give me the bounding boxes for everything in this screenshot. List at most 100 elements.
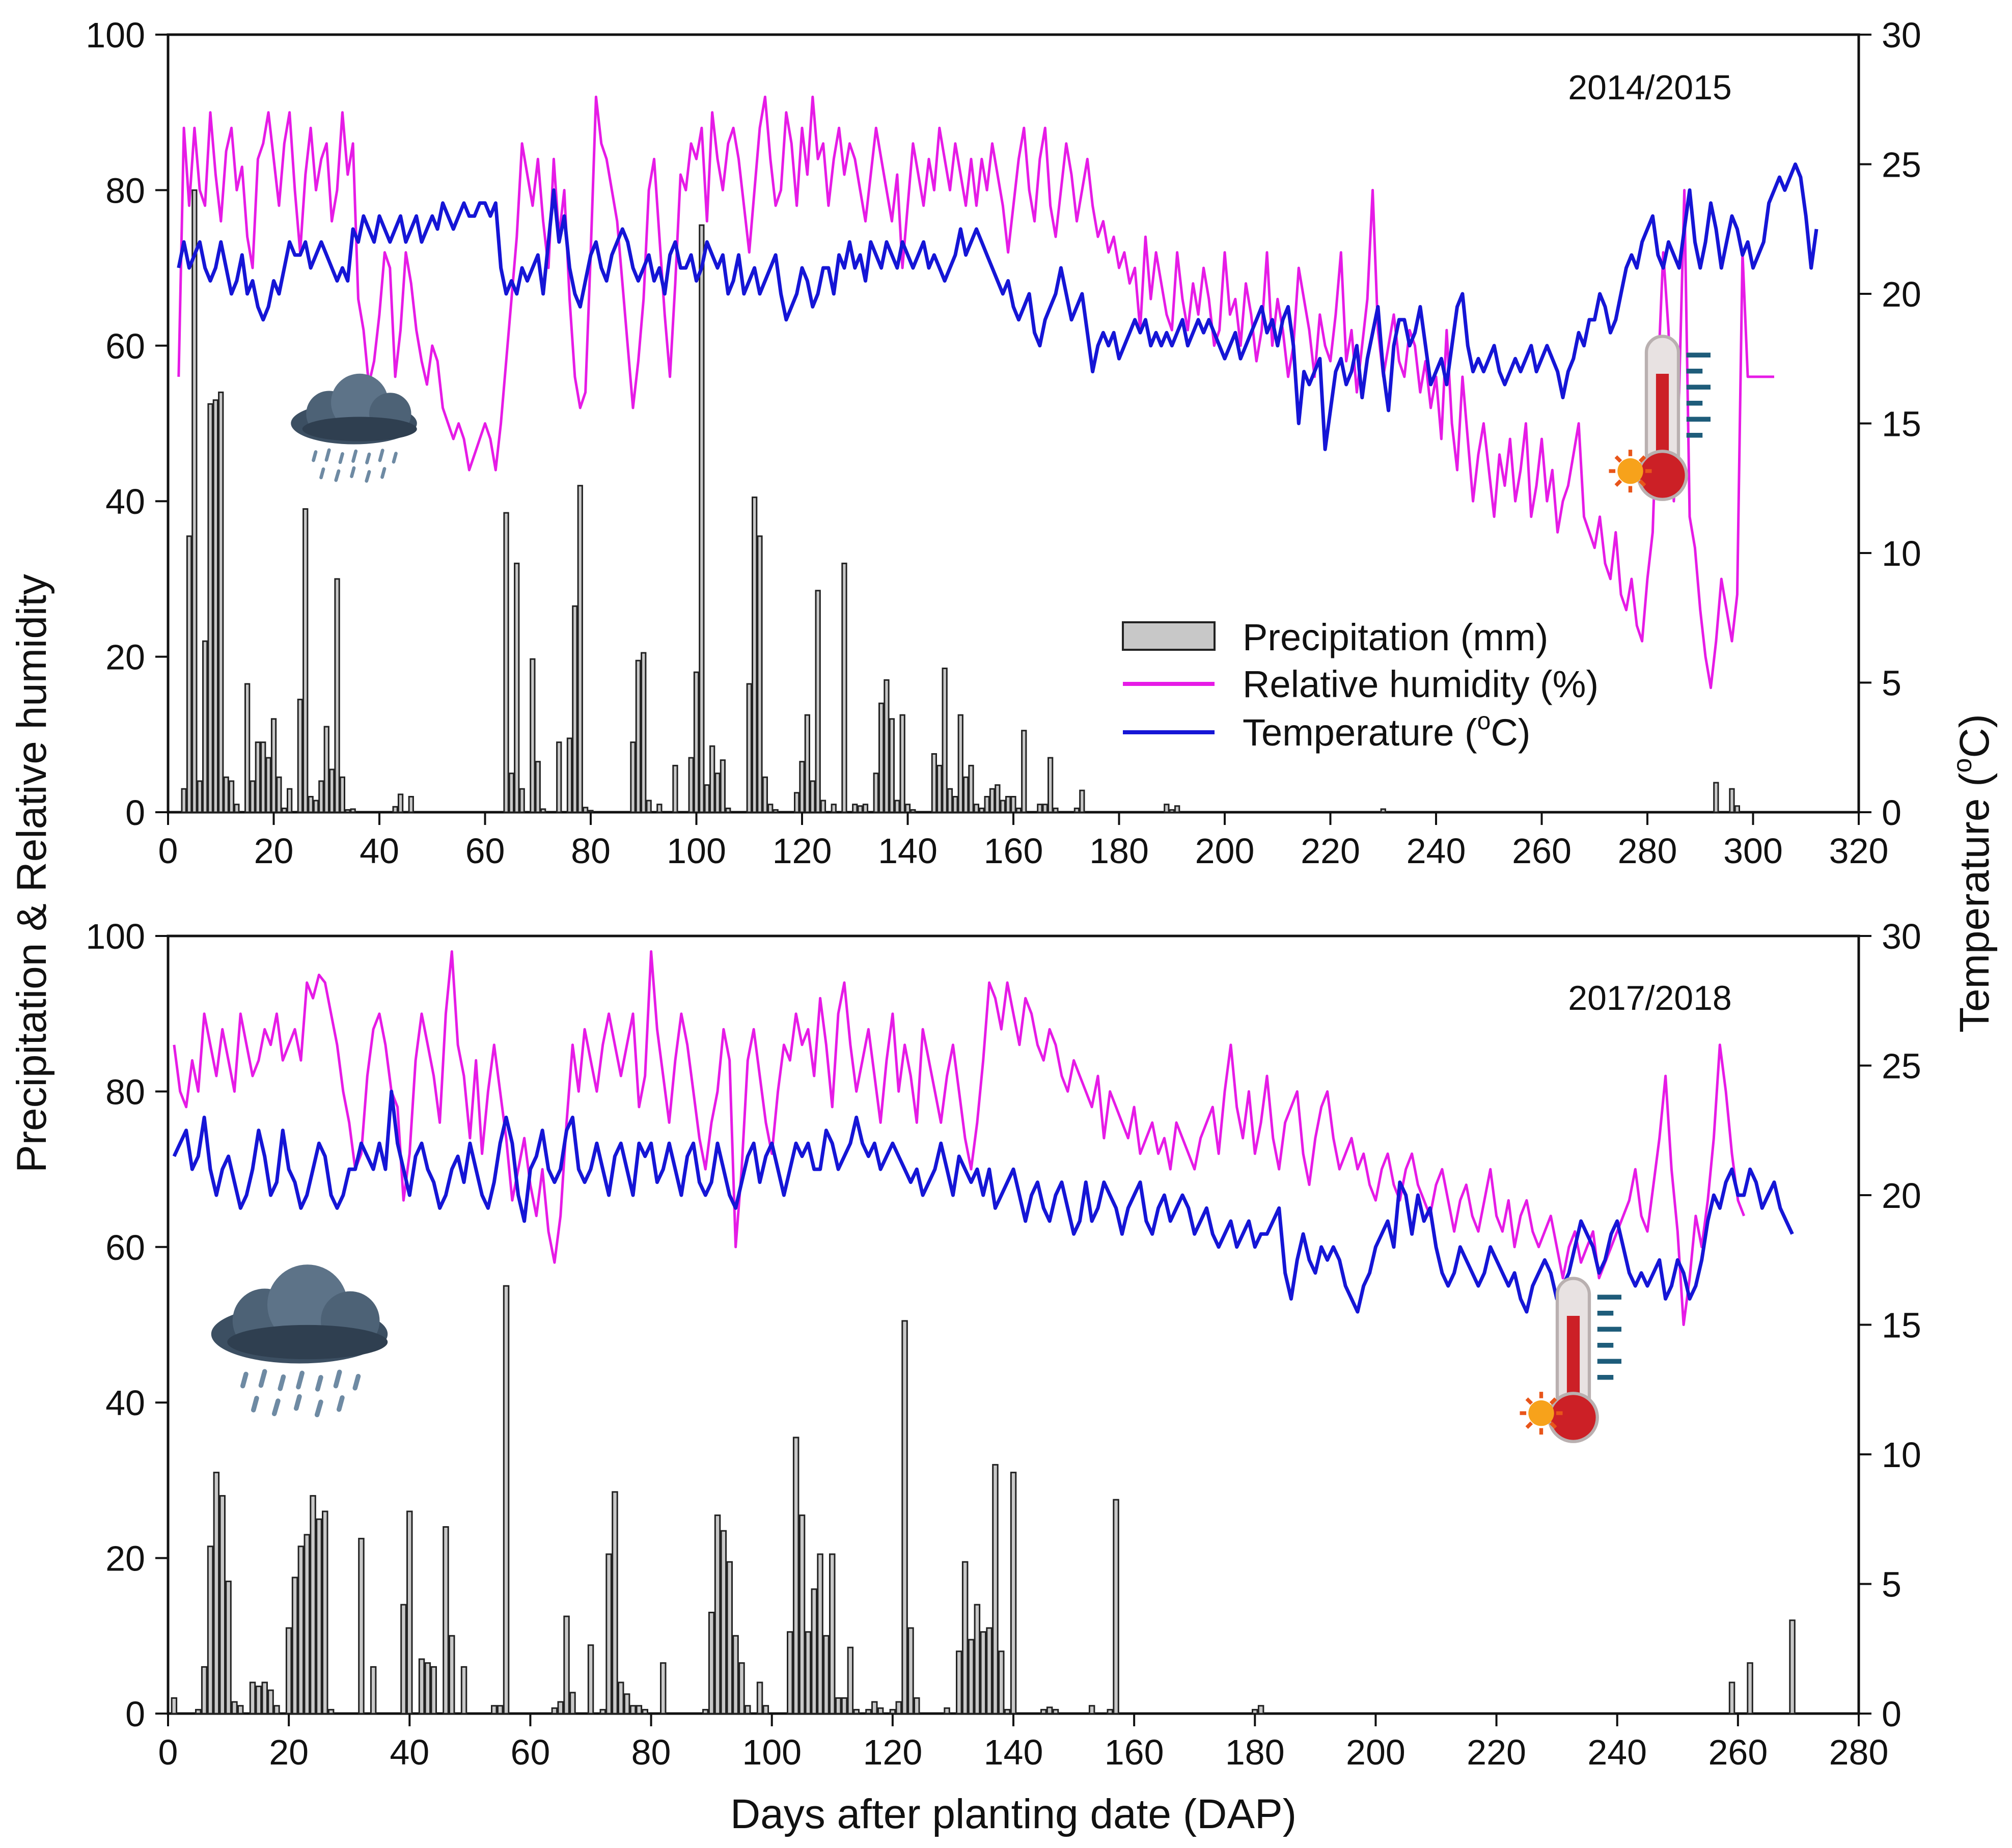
precipitation-bar — [889, 1708, 896, 1715]
precipitation-bar — [406, 1510, 413, 1715]
precipitation-bar — [944, 1707, 950, 1715]
precipitation-bar — [316, 1518, 322, 1715]
precipitation-bar — [815, 590, 821, 813]
precipitation-bar — [1107, 1708, 1113, 1715]
precipitation-bar — [1728, 1681, 1735, 1715]
precipitation-bar — [297, 1546, 305, 1715]
x-tick-label: 100 — [742, 1732, 802, 1772]
y2-tick-label: 20 — [1882, 274, 1921, 314]
precipitation-bar — [894, 799, 900, 813]
x-tick-label: 40 — [360, 831, 399, 871]
precipitation-bar — [642, 1708, 648, 1715]
precipitation-bar — [693, 671, 700, 813]
precipitation-bar — [329, 768, 335, 813]
precipitation-bar — [756, 1681, 763, 1715]
precipitation-bar — [630, 741, 636, 813]
x-tick-label: 300 — [1723, 831, 1783, 871]
precipitation-bar — [297, 699, 304, 813]
y-tick-label: 40 — [105, 1383, 145, 1423]
y-tick-label: 100 — [86, 917, 145, 956]
precipitation-bar — [798, 1514, 806, 1715]
y2-tick-label: 0 — [1882, 793, 1901, 833]
legend-humidity-label: Relative humidity (%) — [1243, 663, 1598, 705]
precipitation-bar — [334, 578, 340, 813]
precipitation-bar — [762, 1705, 769, 1715]
precipitation-bar — [267, 1689, 274, 1715]
precipitation-bar — [270, 718, 277, 813]
precipitation-bar — [318, 780, 324, 813]
precipitation-bar — [323, 726, 329, 813]
precipitation-bar — [540, 808, 546, 813]
precipitation-bar — [255, 741, 261, 813]
precipitation-bar — [952, 796, 958, 813]
precipitation-bar — [899, 714, 905, 813]
precipitation-bar — [1713, 782, 1719, 813]
y2-tick-label: 15 — [1882, 1306, 1921, 1345]
precipitation-bar — [714, 1514, 721, 1715]
precipitation-bar — [857, 805, 863, 813]
precipitation-bar — [799, 761, 805, 813]
precipitation-bars — [181, 189, 1740, 813]
precipitation-bar — [1079, 789, 1085, 813]
precipitation-bar — [767, 804, 774, 813]
y2-tick-label: 5 — [1882, 1565, 1901, 1605]
precipitation-bar — [853, 1708, 860, 1715]
y-tick-label: 0 — [125, 1694, 145, 1734]
precipitation-bar — [530, 658, 536, 813]
precipitation-bar — [720, 1530, 727, 1715]
x-tick-label: 180 — [1225, 1732, 1285, 1772]
precipitation-bar — [397, 793, 404, 813]
y-tick-label: 80 — [105, 171, 145, 210]
precipitation-bar — [281, 807, 287, 813]
y2-tick-label: 20 — [1882, 1176, 1921, 1216]
precipitation-bar — [831, 804, 837, 813]
season-label: 2017/2018 — [1568, 979, 1731, 1017]
x-tick-label: 80 — [631, 1732, 671, 1772]
y2-tick-label: 15 — [1882, 404, 1921, 444]
precipitation-bar — [656, 804, 663, 813]
y2-tick-label: 30 — [1882, 15, 1921, 55]
precipitation-bar — [218, 391, 224, 813]
thermometer-icon — [1520, 1277, 1621, 1443]
y-tick-label: 40 — [105, 482, 145, 521]
precipitation-bar — [829, 1553, 836, 1715]
plot-frame — [167, 33, 1860, 814]
precipitation-bar — [302, 508, 309, 813]
precipitation-bar — [1164, 804, 1170, 813]
precipitation-bar — [244, 683, 251, 813]
precipitation-bar — [956, 1650, 962, 1715]
x-tick-label: 120 — [773, 831, 832, 871]
precipitation-bar — [219, 1495, 226, 1715]
y2-tick-label: 0 — [1882, 1694, 1901, 1734]
precipitation-bar — [556, 741, 562, 813]
precipitation-bar — [936, 764, 943, 813]
precipitation-bar — [350, 808, 356, 813]
y-axis-title-left: Precipitation & Relative humidity — [9, 574, 55, 1173]
x-tick-label: 100 — [667, 831, 726, 871]
x-tick-label: 160 — [1105, 1732, 1164, 1772]
x-tick-label: 200 — [1195, 831, 1255, 871]
y-tick-label: 20 — [105, 638, 145, 677]
rain-cloud-icon — [211, 1264, 388, 1418]
precipitation-bar — [327, 1708, 335, 1715]
precipitation-bar — [358, 1537, 365, 1715]
precipitation-bar — [998, 1650, 1005, 1715]
precipitation-bar — [566, 737, 573, 813]
precipitation-bar — [974, 1604, 981, 1715]
precipitation-bar — [237, 1705, 244, 1715]
legend-precipitation-swatch — [1122, 621, 1216, 651]
precipitation-bar — [249, 1681, 256, 1715]
x-tick-label: 180 — [1089, 831, 1149, 871]
x-tick-label: 220 — [1301, 831, 1360, 871]
precipitation-bar — [605, 1553, 612, 1715]
x-tick-label: 60 — [510, 1732, 550, 1772]
y2-tick-label: 10 — [1882, 534, 1921, 573]
precipitation-bar — [265, 757, 271, 813]
y-tick-label: 80 — [105, 1072, 145, 1112]
precipitation-bar — [261, 1681, 268, 1715]
precipitation-bar — [213, 1472, 220, 1715]
x-tick-label: 140 — [984, 1732, 1043, 1772]
precipitation-bar — [725, 807, 731, 813]
precipitation-bar — [212, 399, 219, 813]
panel-2014-2015: 0 20 40 60 80 100 120 140 160 180 200 220 240 260 280 3… — [86, 15, 1921, 871]
